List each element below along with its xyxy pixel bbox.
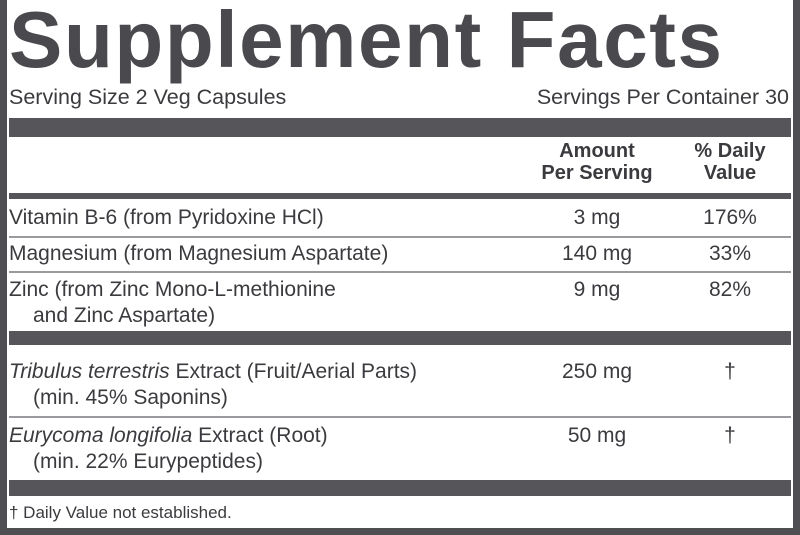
nutrient-amount: 9 mg xyxy=(573,278,621,301)
serving-size: Serving Size 2 Veg Capsules xyxy=(9,85,287,109)
amount-header-line1: Amount xyxy=(559,140,635,162)
nutrient-name: Zinc (from Zinc Mono-L-methionine xyxy=(9,278,336,301)
divider-bar xyxy=(9,480,791,496)
ingredient-name: Eurycoma longifolia Extract (Root) xyxy=(9,424,328,448)
supplement-facts-panel: Supplement Facts Serving Size 2 Veg Caps… xyxy=(7,0,793,528)
row-divider xyxy=(9,271,791,273)
ingredient-dv: † xyxy=(724,424,736,447)
nutrient-name-cont: and Zinc Aspartate) xyxy=(33,304,216,327)
daily-value-header: % Daily Value xyxy=(680,140,780,184)
dv-header-line2: Value xyxy=(703,162,757,184)
nutrient-dv: 33% xyxy=(708,242,752,265)
divider-bar xyxy=(9,331,791,345)
ingredient-extract: Extract (Root) xyxy=(192,424,328,447)
ingredient-amount: 50 mg xyxy=(567,424,627,447)
amount-header: Amount Per Serving xyxy=(537,140,657,184)
divider-bar-thin xyxy=(9,193,791,199)
ingredient-name-cont: (min. 22% Eurypeptides) xyxy=(33,450,263,473)
ingredient-name: Tribulus terrestris Extract (Fruit/Aeria… xyxy=(9,360,417,384)
ingredient-latin-name: Eurycoma longifolia xyxy=(9,424,193,447)
nutrient-dv: 82% xyxy=(708,278,752,301)
ingredient-amount: 250 mg xyxy=(561,360,633,383)
row-divider xyxy=(9,416,791,418)
nutrient-amount: 140 mg xyxy=(561,242,633,265)
ingredient-name-cont: (min. 45% Saponins) xyxy=(33,386,228,409)
nutrient-name: Vitamin B-6 (from Pyridoxine HCl) xyxy=(9,206,324,229)
nutrient-name: Magnesium (from Magnesium Aspartate) xyxy=(9,242,389,265)
ingredient-extract: Extract (Fruit/Aerial Parts) xyxy=(169,360,418,383)
ingredient-latin-name: Tribulus terrestris xyxy=(9,360,170,383)
page-title: Supplement Facts xyxy=(9,0,724,84)
row-divider xyxy=(9,236,791,238)
footnote: † Daily Value not established. xyxy=(9,503,232,522)
nutrient-amount: 3 mg xyxy=(573,206,621,229)
ingredient-dv: † xyxy=(724,360,736,383)
divider-bar xyxy=(9,118,791,137)
servings-per-container: Servings Per Container 30 xyxy=(536,85,789,109)
nutrient-dv: 176% xyxy=(703,206,757,229)
dv-header-line1: % Daily xyxy=(694,140,766,162)
amount-header-line2: Per Serving xyxy=(541,162,653,184)
